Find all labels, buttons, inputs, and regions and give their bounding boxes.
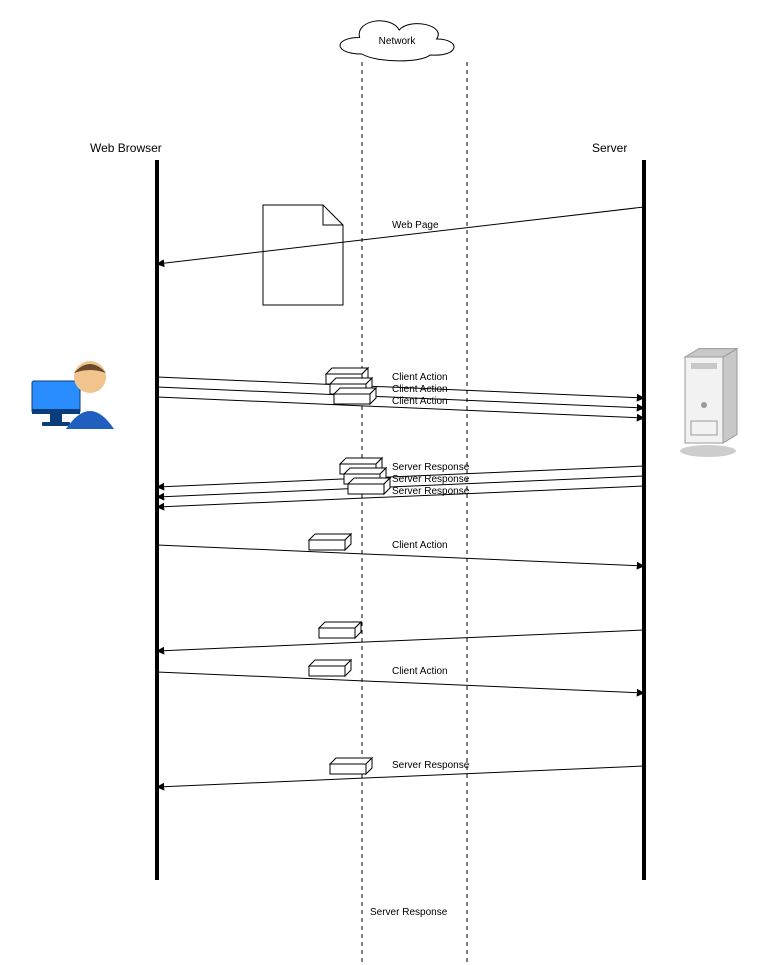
message-label: Server Response <box>392 760 470 771</box>
message-label: Client Action <box>392 372 448 383</box>
activation-bar <box>348 478 390 494</box>
activation-bar <box>330 758 372 774</box>
server-label: Server <box>592 141 627 155</box>
stray-label: Server Response <box>370 907 448 918</box>
activation-bar <box>334 388 376 404</box>
message-label: Client Action <box>392 540 448 551</box>
server-icon <box>680 349 737 457</box>
message-label: Client Action <box>392 396 448 407</box>
document-icon <box>263 205 343 305</box>
activation-bar <box>309 660 351 676</box>
message-arrow <box>157 630 644 651</box>
activation-bar <box>319 622 361 638</box>
message-arrow <box>157 207 644 264</box>
message-label: Server Response <box>392 474 470 485</box>
message-label: Server Response <box>392 486 470 497</box>
user-icon <box>32 361 114 429</box>
browser-label: Web Browser <box>90 141 162 155</box>
network-label: Network <box>379 36 417 47</box>
message-label: Server Response <box>392 462 470 473</box>
message-label: Web Page <box>392 220 439 231</box>
message-label: Client Action <box>392 666 448 677</box>
message-label: Client Action <box>392 384 448 395</box>
activation-bar <box>309 534 351 550</box>
